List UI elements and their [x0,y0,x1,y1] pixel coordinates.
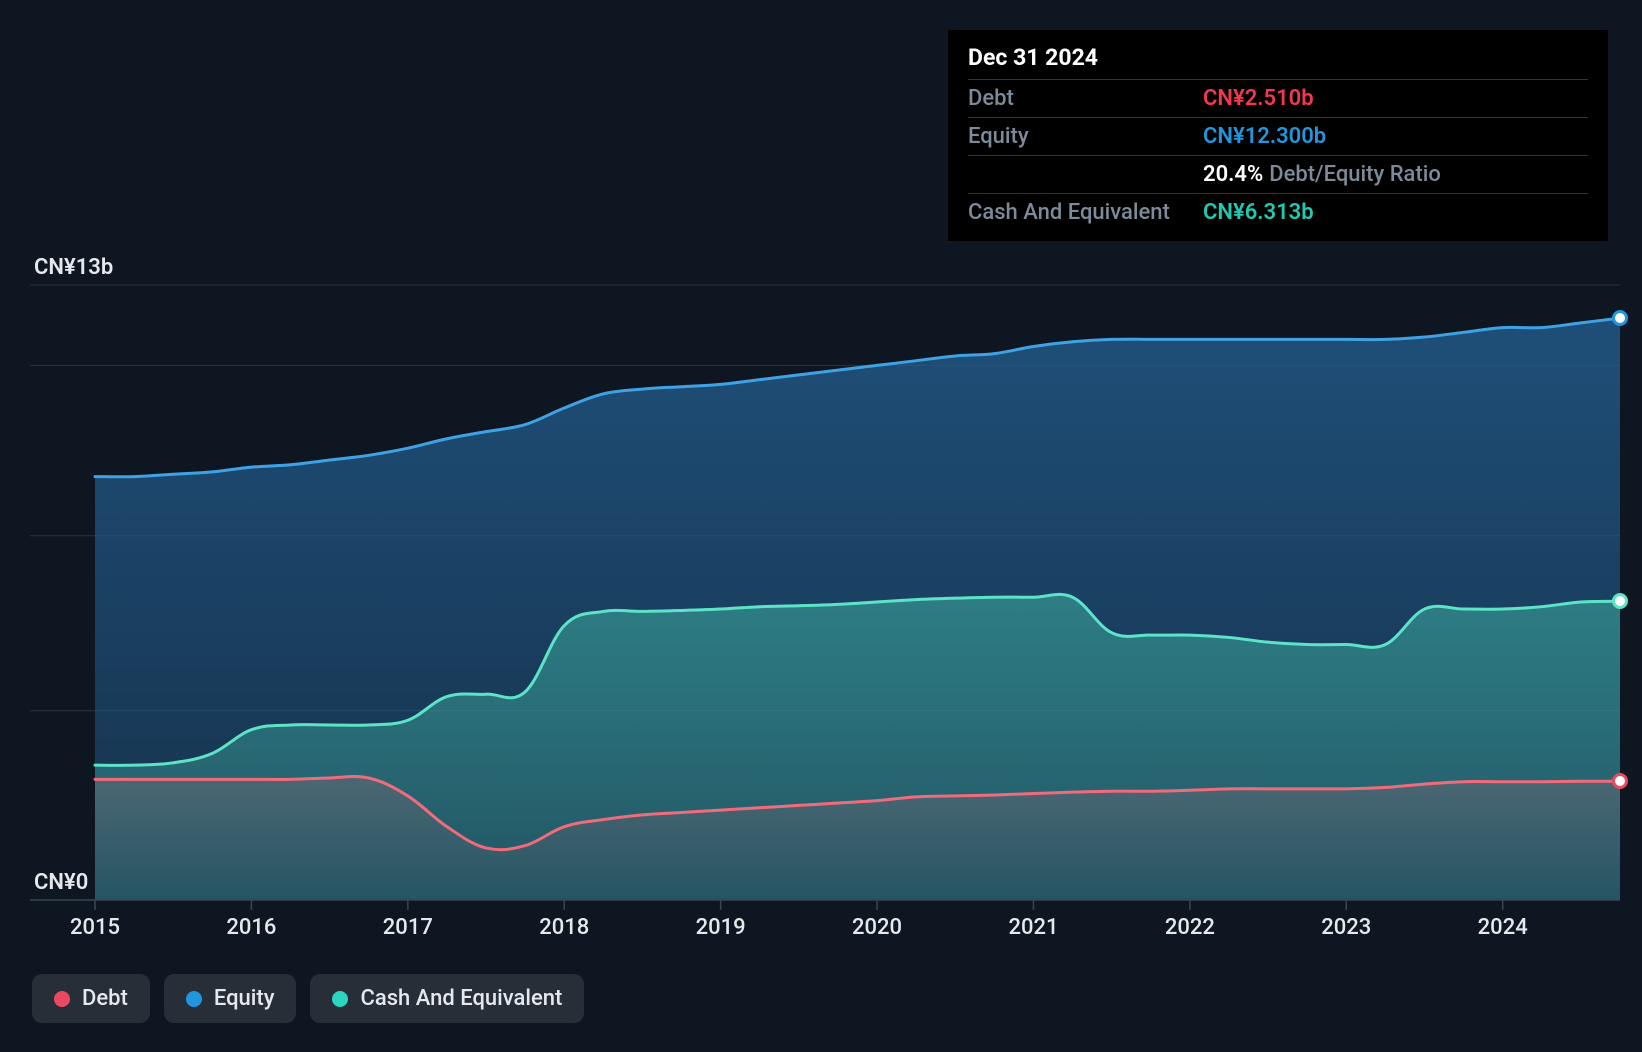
x-axis-label: 2018 [539,915,589,940]
tooltip-date: Dec 31 2024 [968,44,1588,79]
legend-item[interactable]: Equity [164,974,297,1023]
x-axis-label: 2022 [1165,915,1215,940]
tooltip-ratio-label: Debt/Equity Ratio [1269,162,1441,187]
tooltip-value: CN¥6.313b [1203,200,1314,225]
legend-label: Debt [82,986,128,1011]
tooltip-row: 20.4% Debt/Equity Ratio [968,155,1588,193]
legend-dot-icon [332,991,348,1007]
x-axis-label: 2019 [696,915,746,940]
x-axis-label: 2020 [852,915,902,940]
legend-item[interactable]: Cash And Equivalent [310,974,584,1023]
tooltip-row: Cash And EquivalentCN¥6.313b [968,193,1588,231]
series-end-marker [1612,773,1628,789]
x-axis-label: 2016 [226,915,276,940]
tooltip-label [968,162,1203,187]
x-axis-label: 2023 [1321,915,1371,940]
legend-dot-icon [186,991,202,1007]
tooltip-label: Equity [968,124,1203,149]
x-axis-label: 2021 [1008,915,1058,940]
chart-legend: Debt Equity Cash And Equivalent [32,974,584,1023]
legend-label: Equity [214,986,275,1011]
tooltip-value: CN¥2.510b [1203,86,1314,111]
x-axis-label: 2015 [70,915,120,940]
x-axis-labels: 2015 2016 2017 2018 2019 2020 2021 2022 2023 2024 [30,915,1620,945]
tooltip-value: CN¥12.300b [1203,124,1326,149]
legend-item[interactable]: Debt [32,974,150,1023]
tooltip-row: EquityCN¥12.300b [968,117,1588,155]
series-end-marker [1612,310,1628,326]
x-axis-label: 2017 [383,915,433,940]
tooltip-label: Cash And Equivalent [968,200,1203,225]
series-end-marker [1612,593,1628,609]
y-axis-label: CN¥0 [34,870,88,895]
chart-tooltip: Dec 31 2024 DebtCN¥2.510bEquityCN¥12.300… [948,30,1608,241]
y-axis-label: CN¥13b [34,255,113,280]
tooltip-label: Debt [968,86,1203,111]
x-axis-label: 2024 [1478,915,1528,940]
legend-label: Cash And Equivalent [360,986,562,1011]
tooltip-value: 20.4% [1203,162,1263,187]
legend-dot-icon [54,991,70,1007]
tooltip-row: DebtCN¥2.510b [968,79,1588,117]
